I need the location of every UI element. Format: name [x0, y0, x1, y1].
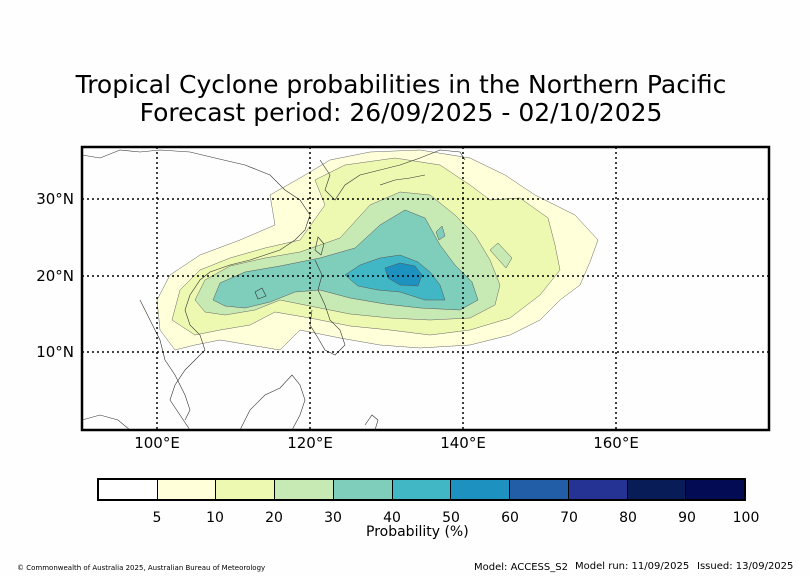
lon-label-120e: 120°E: [287, 434, 333, 452]
coastline-asia: [82, 149, 311, 430]
colorbar-label: Probability (%): [366, 524, 469, 540]
colorbar-swatch: [510, 480, 569, 499]
graticule: [82, 147, 769, 430]
coastline-philippines: [309, 259, 346, 356]
coastline-malaysia: [139, 299, 191, 421]
colorbar-tick: 90: [678, 510, 696, 526]
colorbar-swatch: [451, 480, 511, 499]
model-name: Model: ACCESS_S2: [474, 562, 568, 573]
colorbar-swatch: [686, 480, 745, 499]
colorbar-tick: 30: [324, 510, 342, 526]
map-frame: [80, 145, 771, 432]
contour-50-60: [384, 262, 423, 287]
colorbar-tick: 5: [152, 510, 162, 526]
lat-label-30n: 30°N: [36, 190, 74, 208]
coastline-taiwan: [314, 236, 325, 256]
issued-date: Issued: 13/09/2025: [697, 561, 794, 572]
lat-label-10n: 10°N: [36, 343, 74, 361]
lon-label-100e: 100°E: [134, 434, 180, 452]
colorbar-tick: 50: [442, 510, 460, 526]
probability-colorbar: [97, 478, 746, 501]
lon-label-160e: 160°E: [593, 434, 639, 452]
colorbar-tick: 80: [619, 510, 637, 526]
coastline-borneo: [239, 374, 306, 430]
colorbar-swatch: [99, 480, 158, 499]
copyright-notice: © Commonwealth of Australia 2025, Austra…: [17, 564, 266, 572]
coastline-sumatra: [82, 414, 131, 430]
colorbar-swatch: [333, 480, 393, 499]
colorbar-swatch: [275, 480, 334, 499]
colorbar-tick: 10: [206, 510, 224, 526]
lon-label-140e: 140°E: [440, 434, 486, 452]
colorbar-swatch: [627, 480, 687, 499]
map-title: Tropical Cyclone probabilities in the No…: [75, 70, 727, 99]
colorbar-swatch: [392, 480, 452, 499]
coastline-korea-japan: [319, 149, 466, 201]
contour-island-2: [489, 242, 513, 269]
colorbar-tick: 20: [265, 510, 283, 526]
colorbar-tick: 60: [501, 510, 519, 526]
contour-island-1: [435, 225, 446, 241]
colorbar-tick: 70: [560, 510, 578, 526]
colorbar-swatch: [568, 480, 628, 499]
coastline-newguinea: [364, 414, 379, 430]
lat-label-20n: 20°N: [36, 267, 74, 285]
coastline-hainan: [254, 287, 267, 300]
forecast-period-subtitle: Forecast period: 26/09/2025 - 02/10/2025: [139, 98, 663, 127]
model-run-date: Model run: 11/09/2025: [575, 561, 690, 572]
colorbar-swatch: [216, 480, 276, 499]
colorbar-swatch: [157, 480, 217, 499]
colorbar-tick: 100: [732, 510, 760, 526]
colorbar-tick: 40: [383, 510, 401, 526]
